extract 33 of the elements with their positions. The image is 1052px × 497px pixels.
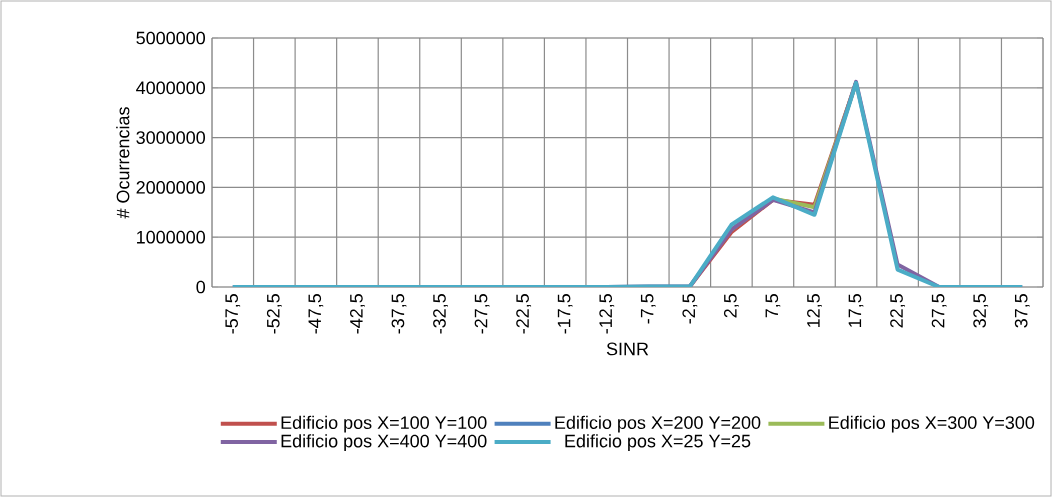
x-tick-label: 27,5 [931, 294, 947, 328]
x-tick-label: 32,5 [973, 294, 989, 328]
legend-label: Edificio pos X=300 Y=300 [829, 415, 1035, 433]
y-tick-label: 1000000 [137, 230, 206, 244]
legend-label: Edificio pos X=400 Y=400 [281, 434, 487, 451]
x-tick-label: -7,5 [640, 294, 656, 324]
x-tick-label: -17,5 [557, 294, 573, 334]
x-tick-label: 2,5 [723, 294, 739, 318]
x-axis-title: SINR [606, 342, 649, 356]
y-tick-label: 2000000 [136, 181, 206, 194]
y-tick-label: 4000000 [136, 81, 206, 95]
x-tick-label: -22,5 [516, 294, 532, 334]
y-tick-label: 0 [196, 280, 206, 294]
x-tick-label: -32,5 [433, 294, 448, 334]
y-tick-label: 5000000 [136, 31, 206, 45]
x-tick-label: -27,5 [474, 294, 490, 334]
legend-label: Edificio pos X=25 Y=25 [565, 434, 751, 451]
x-tick-label: 12,5 [807, 294, 822, 327]
x-tick-label: -2,5 [682, 294, 698, 324]
x-tick-label: 17,5 [848, 294, 864, 327]
x-tick-label: 37,5 [1014, 294, 1030, 328]
y-tick-label: 3000000 [136, 131, 206, 144]
x-tick-label: -37,5 [391, 294, 407, 334]
x-tick-label: -47,5 [308, 294, 324, 334]
x-tick-label: -57,5 [225, 294, 241, 334]
x-tick-label: -42,5 [350, 294, 365, 334]
x-tick-label: -52,5 [266, 294, 282, 334]
x-tick-label: 7,5 [765, 294, 781, 318]
y-axis-title: # Ocurrencias [116, 107, 130, 219]
x-tick-label: -12,5 [599, 294, 615, 334]
legend-label: Edificio pos X=200 Y=200 [555, 415, 761, 433]
legend-label: Edificio pos X=100 Y=100 [281, 415, 487, 433]
x-tick-label: 22,5 [890, 294, 906, 328]
